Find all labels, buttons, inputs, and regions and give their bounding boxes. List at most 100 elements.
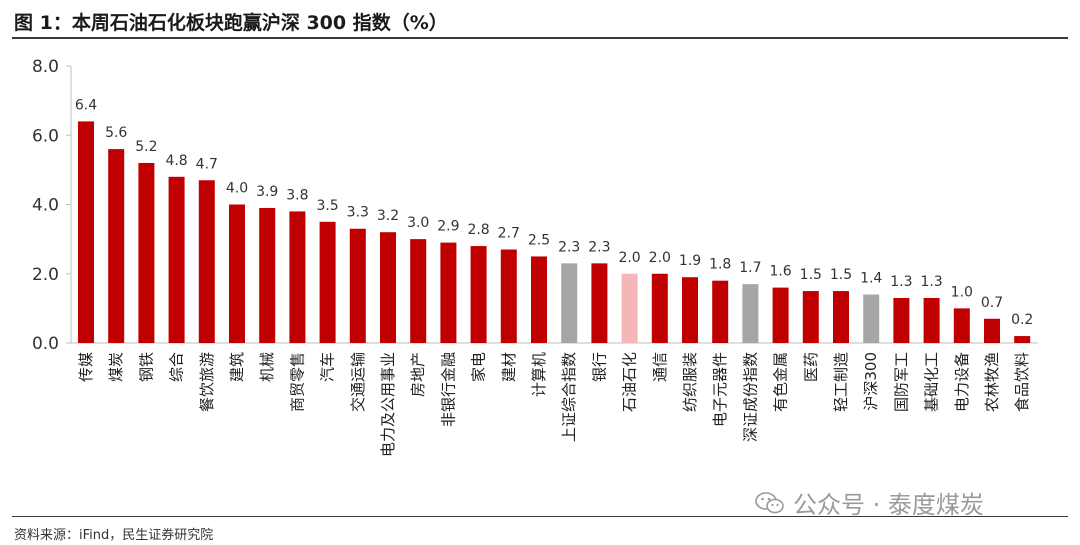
bar-商贸零售	[289, 211, 306, 343]
bar-食品饮料	[1014, 336, 1031, 343]
bar-农林牧渔	[984, 318, 1000, 343]
bar-基础化工	[923, 297, 940, 343]
bar-电力设备	[953, 308, 970, 343]
category-label: 交通运输	[349, 352, 367, 412]
value-label: 2.9	[437, 219, 459, 235]
category-label: 纺织服装	[681, 352, 699, 412]
y-tick-label: 0.0	[32, 334, 59, 354]
bar-计算机	[531, 256, 547, 343]
value-label: 3.3	[347, 205, 369, 221]
category-label: 非银行金融	[439, 352, 457, 427]
value-label: 1.8	[709, 257, 731, 273]
bar-通信	[651, 273, 668, 343]
category-label: 综合	[168, 352, 186, 382]
bar-上证综合指数	[561, 263, 578, 343]
value-label: 5.2	[135, 139, 157, 155]
category-label: 建筑	[228, 352, 246, 382]
value-label: 2.8	[467, 222, 489, 238]
category-label: 石油石化	[621, 352, 639, 412]
value-label: 0.2	[1011, 312, 1033, 328]
y-tick-label: 4.0	[32, 196, 59, 216]
category-label: 传媒	[77, 352, 95, 382]
category-label: 国防军工	[892, 352, 910, 412]
category-label: 电力及公用事业	[379, 352, 397, 457]
value-label: 1.3	[920, 274, 942, 290]
bar-传媒	[78, 121, 94, 344]
category-label: 计算机	[530, 352, 548, 397]
category-label: 上证综合指数	[560, 352, 578, 442]
category-label: 基础化工	[923, 352, 941, 412]
category-label: 有色金属	[772, 352, 790, 412]
bar-银行	[591, 263, 608, 343]
y-tick-label: 6.0	[32, 126, 59, 146]
bar-沪深300	[863, 294, 880, 343]
category-label: 家电	[470, 352, 488, 382]
bar-机械	[259, 207, 276, 343]
value-label: 3.5	[316, 198, 338, 214]
category-label: 钢铁	[137, 352, 155, 382]
value-label: 3.0	[407, 215, 429, 231]
value-label: 3.8	[286, 187, 308, 203]
watermark-text: 公众号 · 泰度煤炭	[793, 491, 984, 519]
value-label: 2.0	[618, 250, 640, 266]
category-label: 机械	[258, 352, 276, 382]
footer-rule	[12, 516, 1068, 517]
bar-有色金属	[772, 287, 789, 343]
bar-建材	[500, 249, 517, 343]
value-label: 4.0	[226, 181, 248, 197]
category-label: 银行	[590, 352, 608, 382]
watermark: 公众号 · 泰度煤炭	[755, 485, 984, 520]
category-label: 电力设备	[953, 352, 971, 412]
value-label: 1.5	[800, 267, 822, 283]
value-label: 3.2	[377, 208, 399, 224]
bar-煤炭	[108, 149, 125, 343]
bar-建筑	[229, 204, 245, 343]
chart-title: 图 1：本周石油石化板块跑赢沪深 300 指数（%）	[14, 12, 448, 34]
category-label: 深证成份指数	[741, 352, 759, 442]
bar-电力及公用事业	[380, 232, 396, 343]
value-label: 4.8	[165, 153, 187, 169]
category-label: 电子元器件	[711, 352, 729, 427]
bar-钢铁	[138, 162, 155, 343]
value-label: 1.7	[739, 260, 761, 276]
category-label: 商贸零售	[288, 352, 306, 412]
category-label: 餐饮旅游	[198, 352, 216, 412]
value-label: 1.5	[830, 267, 852, 283]
category-label: 房地产	[409, 352, 427, 397]
bar-国防军工	[893, 297, 910, 343]
bar-石油石化	[621, 273, 638, 343]
value-label: 2.7	[498, 226, 520, 242]
bar-轻工制造	[833, 291, 849, 343]
category-label: 食品饮料	[1013, 352, 1031, 412]
bar-餐饮旅游	[198, 180, 215, 343]
value-label: 2.3	[588, 239, 610, 255]
bar-家电	[470, 246, 487, 343]
category-label: 建材	[500, 352, 518, 382]
y-tick-label: 8.0	[32, 57, 59, 77]
y-tick-label: 2.0	[32, 265, 59, 285]
value-label: 2.5	[528, 232, 550, 248]
category-label: 轻工制造	[832, 352, 850, 412]
value-label: 3.9	[256, 184, 278, 200]
value-label: 1.9	[679, 253, 701, 269]
bar-医药	[802, 291, 819, 343]
category-label: 通信	[651, 352, 669, 382]
bar-chart: 0.0 2.0 4.0 6.0 8.0 6.4 传媒 5.6 煤炭 5.2 钢铁 4.8 综合 4.7 餐饮…	[32, 57, 1039, 457]
bar-综合	[168, 176, 185, 343]
source-note: 资料来源：iFind，民生证券研究院	[14, 528, 214, 543]
category-label: 农林牧渔	[983, 352, 1001, 412]
bar-房地产	[410, 239, 427, 343]
bar-纺织服装	[682, 277, 698, 343]
wechat-icon	[755, 491, 784, 513]
bar-深证成份指数	[742, 284, 759, 343]
value-label: 1.0	[951, 284, 973, 300]
bar-交通运输	[349, 228, 366, 343]
category-label: 沪深300	[862, 352, 880, 411]
title-rule	[12, 37, 1068, 39]
value-label: 1.6	[769, 264, 791, 280]
value-label: 6.4	[75, 97, 97, 113]
value-label: 4.7	[196, 156, 218, 172]
category-label: 煤炭	[107, 352, 125, 382]
bar-汽车	[319, 221, 336, 343]
value-label: 2.3	[558, 239, 580, 255]
